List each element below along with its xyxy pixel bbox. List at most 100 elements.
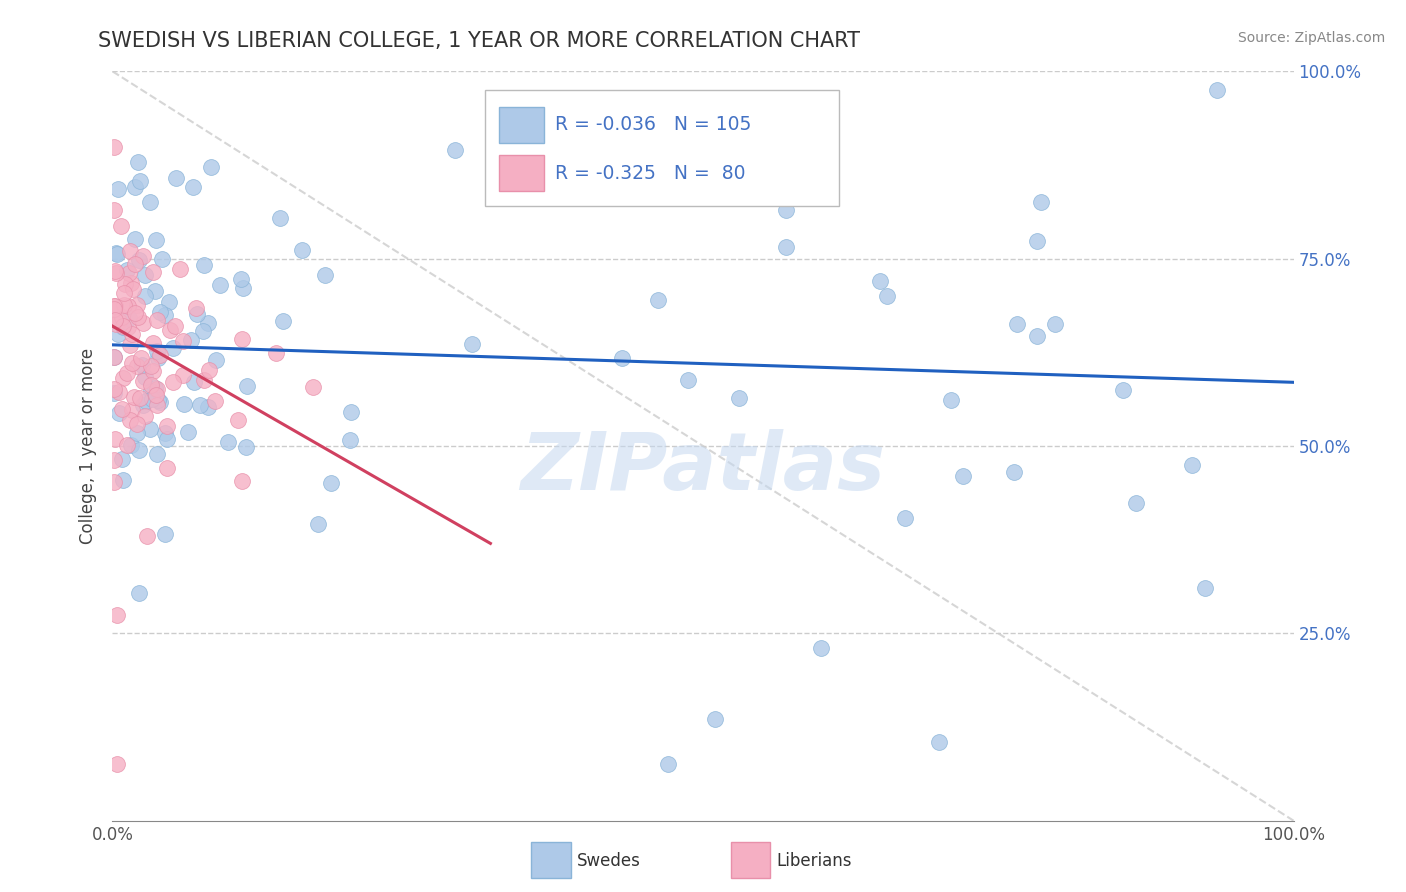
Point [120,277,142,291]
Point [186,307,208,321]
Point [314,268,336,283]
Point [134,409,156,423]
Point [181,179,204,194]
Text: ZIPatlas: ZIPatlas [520,429,886,508]
Point [728,391,751,405]
Point [184,301,207,315]
Point [1026,329,1049,343]
Point [180,333,202,347]
Point [159,323,181,337]
Point [111,319,134,334]
Point [131,250,153,264]
Point [145,388,167,402]
Point [129,351,152,365]
Point [657,165,679,179]
Point [141,384,163,398]
Point [121,282,143,296]
Point [149,395,172,409]
Point [775,202,797,217]
Point [139,422,162,436]
Point [198,363,221,377]
Point [135,529,157,543]
Point [146,398,169,412]
Point [104,266,127,280]
Point [173,397,195,411]
Point [117,438,139,452]
Point [122,390,145,404]
Point [142,363,165,377]
Point [110,402,132,417]
Point [169,262,191,277]
Point [183,375,205,389]
Point [208,278,231,293]
Point [1031,195,1053,210]
Point [177,425,200,439]
Point [145,447,167,461]
Point [235,440,257,454]
Point [107,326,129,341]
Point [153,308,176,322]
Point [124,180,146,194]
Point [131,358,153,372]
Point [124,306,146,320]
Point [952,469,974,483]
Point [115,366,138,380]
Point [810,641,832,656]
Point [150,252,173,266]
Point [939,393,962,408]
Bar [485,90,839,206]
Point [156,432,179,446]
Bar [499,155,544,191]
Point [132,374,155,388]
Point [128,253,150,268]
Point [291,243,314,257]
Point [657,757,679,772]
Point [132,316,155,330]
Point [127,417,149,431]
Point [149,304,172,318]
Point [124,232,146,246]
Point [205,353,228,368]
Point [1125,496,1147,510]
Point [146,312,169,326]
Point [105,317,128,331]
Point [869,274,891,288]
Point [121,356,143,370]
Point [129,391,152,405]
Point [703,713,725,727]
Point [1002,465,1025,479]
Point [139,195,162,210]
Point [121,438,143,452]
Point [444,143,467,157]
Point [269,211,291,226]
Point [231,332,253,346]
Point [1181,458,1204,472]
Point [142,265,165,279]
Point [104,432,127,446]
Point [647,293,669,308]
Point [307,517,329,532]
Point [163,318,186,333]
Point [143,380,166,394]
Point [226,413,249,427]
Point [107,182,129,196]
Point [321,476,343,491]
Point [129,174,152,188]
Point [339,433,361,447]
Point [114,286,136,301]
Point [103,350,125,364]
Point [128,585,150,599]
Point [111,310,134,324]
Text: Liberians: Liberians [776,852,852,870]
Point [105,246,128,260]
Point [197,317,219,331]
Bar [499,106,544,143]
Point [118,413,141,427]
Point [104,312,127,326]
Point [114,277,136,292]
Point [111,371,134,385]
Point [146,351,169,365]
Point [118,338,141,352]
Point [231,474,253,488]
Point [141,392,163,406]
